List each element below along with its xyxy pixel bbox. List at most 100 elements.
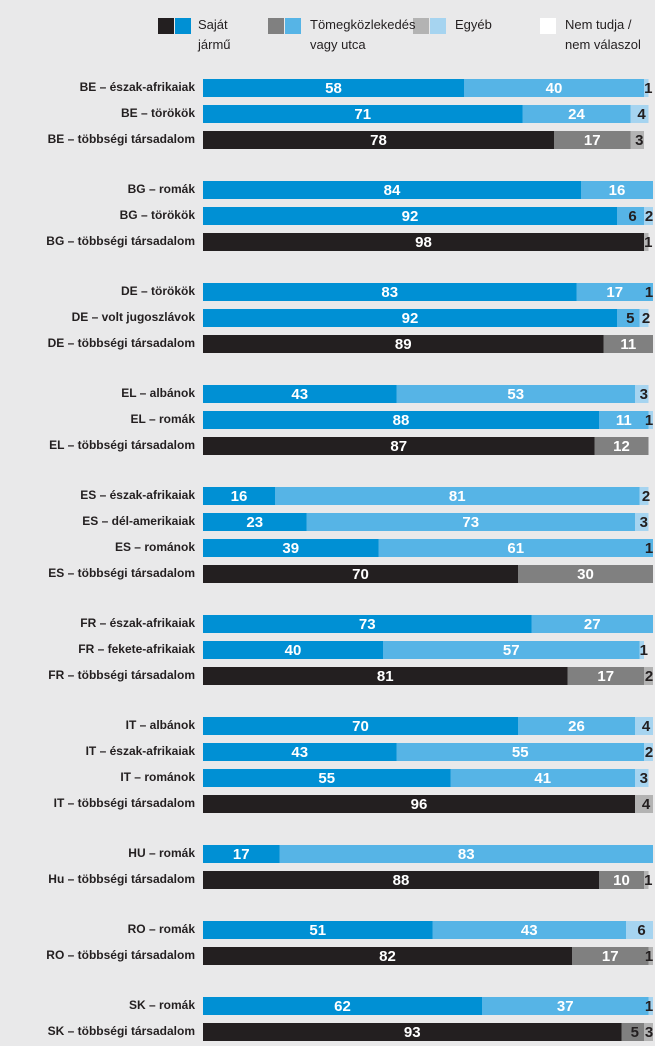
row-label: IT – románok xyxy=(120,770,195,784)
value-label: 17 xyxy=(584,132,601,149)
bar-segment xyxy=(648,411,653,429)
value-label: 89 xyxy=(395,336,412,353)
value-label: 17 xyxy=(606,284,623,301)
bar-segment xyxy=(576,283,653,301)
row-label: SK – többségi társadalom xyxy=(48,1024,195,1038)
row-label: ES – többségi társadalom xyxy=(48,566,195,580)
bar-segment xyxy=(567,667,644,685)
value-label: 37 xyxy=(557,998,574,1015)
bar-segment xyxy=(203,513,307,531)
value-label: 16 xyxy=(231,488,248,505)
bar-segment xyxy=(203,487,275,505)
bar-segment xyxy=(635,513,649,531)
bar-segment xyxy=(203,743,397,761)
bar-segment xyxy=(644,233,649,251)
bar-segment xyxy=(203,667,568,685)
bar-segment xyxy=(203,233,644,251)
value-label: 61 xyxy=(507,540,524,557)
value-label: 3 xyxy=(640,386,648,403)
value-label: 1 xyxy=(640,642,648,659)
value-label: 88 xyxy=(393,872,410,889)
legend-swatch xyxy=(413,18,429,34)
row-label: BG – törökök xyxy=(120,208,196,222)
legend-label: Tömegközlekedés vagy utca xyxy=(310,17,416,52)
bar-segment xyxy=(644,207,653,225)
bar-segment xyxy=(432,921,626,939)
bar-segment xyxy=(522,105,631,123)
bar-segment xyxy=(378,539,653,557)
value-label: 17 xyxy=(597,668,614,685)
bar-segment xyxy=(482,997,649,1015)
value-label: 2 xyxy=(645,208,653,225)
bar-segment xyxy=(635,769,649,787)
row-label: IT – többségi társadalom xyxy=(54,796,195,810)
value-label: 23 xyxy=(246,514,263,531)
value-label: 2 xyxy=(645,744,653,761)
bar-segment xyxy=(203,207,617,225)
bar-segment xyxy=(203,79,464,97)
bar-segment xyxy=(275,487,640,505)
value-label: 4 xyxy=(642,796,651,813)
bar-segment xyxy=(203,539,379,557)
value-label: 81 xyxy=(449,488,466,505)
value-label: 43 xyxy=(291,744,308,761)
bar-segment xyxy=(630,131,644,149)
bar-segment xyxy=(203,411,599,429)
value-label: 3 xyxy=(645,1024,653,1041)
legend-label: Egyéb xyxy=(455,17,492,32)
row-label: FR – fekete-afrikaiak xyxy=(78,642,195,656)
value-label: 92 xyxy=(402,310,419,327)
row-label: Hu – többségi társadalom xyxy=(48,872,195,886)
value-label: 82 xyxy=(379,948,396,965)
legend-label: Nem tudja / nem válaszol xyxy=(565,17,641,52)
bar-segment xyxy=(621,1023,644,1041)
row-label: BE – észak-afrikaiak xyxy=(80,80,196,94)
value-label: 57 xyxy=(503,642,520,659)
row-label: FR – észak-afrikaiak xyxy=(80,616,195,630)
legend-swatch xyxy=(285,18,301,34)
bar-segment xyxy=(617,207,644,225)
value-label: 62 xyxy=(334,998,351,1015)
value-label: 73 xyxy=(462,514,479,531)
value-label: 43 xyxy=(291,386,308,403)
value-label: 96 xyxy=(411,796,428,813)
value-label: 3 xyxy=(635,132,643,149)
bar-segment xyxy=(383,641,640,659)
bar-segment xyxy=(572,947,649,965)
bar-segment xyxy=(203,795,635,813)
bar-segment xyxy=(203,309,617,327)
value-label: 87 xyxy=(390,438,407,455)
value-label: 40 xyxy=(285,642,302,659)
bar-segment xyxy=(203,997,482,1015)
legend-label: Saját jármű xyxy=(198,17,231,52)
value-label: 11 xyxy=(616,412,632,429)
bar-segment xyxy=(594,437,649,455)
value-label: 6 xyxy=(637,922,645,939)
bar-segment xyxy=(599,871,644,889)
value-label: 10 xyxy=(613,872,630,889)
row-label: ES – észak-afrikaiak xyxy=(80,488,195,502)
row-label: IT – albánok xyxy=(126,718,196,732)
bar-segment xyxy=(644,743,653,761)
bar-segment xyxy=(648,947,653,965)
value-label: 58 xyxy=(325,80,342,97)
bar-segment xyxy=(203,641,383,659)
bar-segment xyxy=(203,565,518,583)
value-label: 17 xyxy=(233,846,250,863)
row-label: EL – albánok xyxy=(121,386,195,400)
bar-segment xyxy=(203,947,572,965)
value-label: 43 xyxy=(521,922,538,939)
value-label: 70 xyxy=(352,718,369,735)
bar-segment xyxy=(203,283,577,301)
bar-segment xyxy=(581,181,653,199)
bar-segment xyxy=(203,871,599,889)
bar-segment xyxy=(639,641,644,659)
bar-segment xyxy=(203,181,581,199)
bar-segment xyxy=(644,667,653,685)
bar-segment xyxy=(518,565,653,583)
value-label: 5 xyxy=(631,1024,639,1041)
row-label: DE – törökök xyxy=(121,284,195,298)
value-label: 30 xyxy=(577,566,594,583)
bar-segment xyxy=(203,385,397,403)
